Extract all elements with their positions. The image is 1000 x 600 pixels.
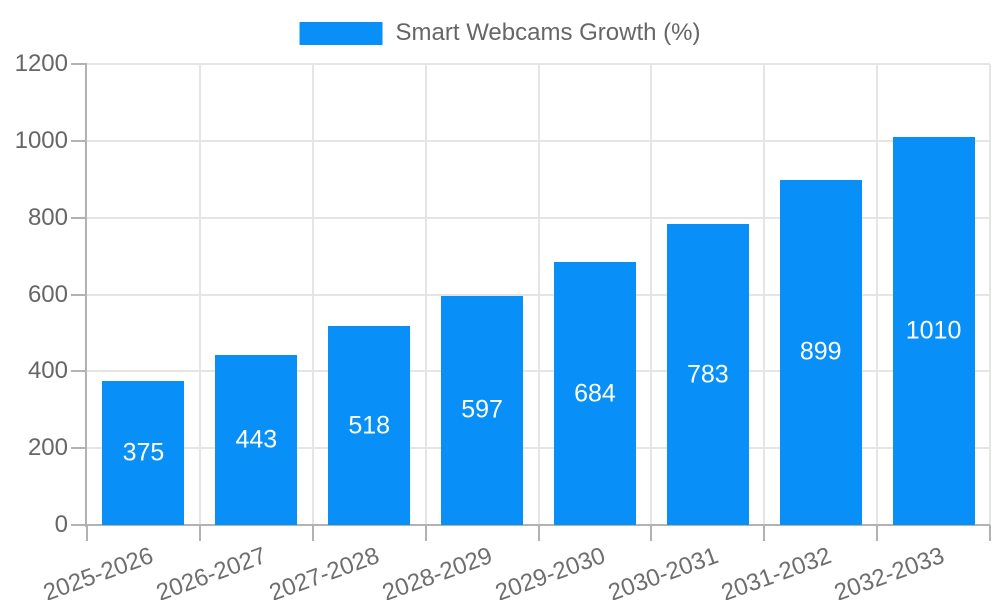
- bar-value-label: 375: [122, 438, 165, 467]
- x-gridline: [763, 64, 766, 525]
- bar-2026-2027[interactable]: [215, 354, 298, 525]
- y-tickmark: [71, 216, 87, 219]
- legend-label: Smart Webcams Growth (%): [395, 19, 701, 46]
- x-tickmark: [198, 525, 201, 541]
- legend-swatch: [299, 21, 383, 45]
- y-axis-tick-label: 200: [27, 434, 68, 462]
- y-axis-tick-label: 800: [27, 203, 68, 231]
- x-tickmark: [763, 525, 766, 541]
- bar-value-label: 899: [799, 337, 842, 366]
- x-tickmark: [537, 525, 540, 541]
- bar-2031-2032[interactable]: [779, 179, 862, 525]
- bar-2029-2030[interactable]: [553, 262, 636, 525]
- y-axis-tick-label: 1200: [14, 50, 68, 77]
- bar-2027-2028[interactable]: [328, 326, 411, 525]
- bar-2028-2029[interactable]: [441, 295, 524, 525]
- y-tickmark: [71, 139, 87, 142]
- x-gridline: [198, 64, 201, 525]
- bar-value-label: 783: [686, 360, 729, 389]
- bar-value-label: 443: [235, 425, 278, 454]
- y-axis-tick-label: 400: [27, 357, 68, 385]
- x-tickmark: [989, 525, 991, 541]
- x-gridline: [424, 64, 427, 525]
- y-tickmark: [71, 524, 87, 526]
- x-tickmark: [876, 525, 879, 541]
- bar-2030-2031[interactable]: [666, 224, 749, 525]
- bar-2025-2026[interactable]: [102, 380, 185, 525]
- bar-value-label: 518: [348, 411, 391, 439]
- x-gridline: [989, 64, 991, 525]
- x-tickmark: [424, 525, 427, 541]
- x-gridline: [311, 64, 314, 525]
- y-tickmark: [71, 63, 87, 65]
- bar-value-label: 597: [461, 395, 503, 424]
- x-gridline: [650, 64, 653, 525]
- y-axis-tick-label: 600: [27, 280, 68, 308]
- y-axis-tick-label: 0: [54, 511, 68, 538]
- x-tickmark: [650, 525, 653, 541]
- bar-value-label: 684: [574, 379, 616, 408]
- legend-item[interactable]: Smart Webcams Growth (%): [299, 19, 701, 47]
- x-gridline: [876, 64, 879, 525]
- x-tickmark: [86, 525, 88, 541]
- bar-value-label: 1010: [905, 316, 962, 345]
- x-axis-line: [87, 524, 990, 526]
- y-axis-tick-label: 1000: [14, 126, 68, 154]
- y-axis-line: [85, 64, 87, 527]
- x-tickmark: [311, 525, 314, 541]
- y-tickmark: [71, 447, 87, 450]
- bar-2032-2033[interactable]: [892, 136, 975, 525]
- y-tickmark: [71, 293, 87, 296]
- y-tickmark: [71, 370, 87, 373]
- x-gridline: [537, 64, 540, 525]
